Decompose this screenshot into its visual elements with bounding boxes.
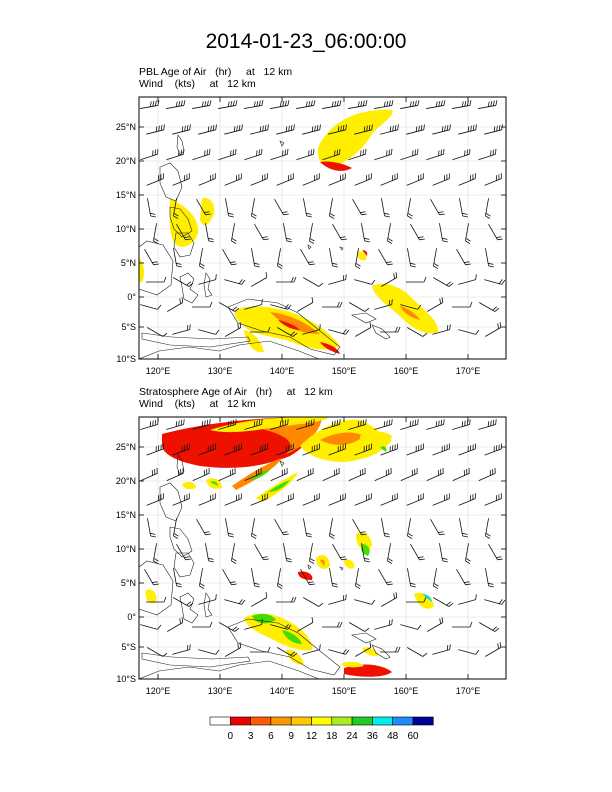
x-tick-label: 170°E — [456, 366, 481, 376]
y-tick-label: 10°N — [116, 224, 136, 234]
x-tick-label: 150°E — [332, 366, 357, 376]
y-tick-label: 10°S — [116, 354, 136, 364]
panel1-wind-barbs — [140, 100, 506, 337]
y-tick-label: 0° — [127, 612, 136, 622]
panel1-axes: 120°E 130°E 140°E 150°E 160°E 170°E 25°N 20°N 15… — [116, 97, 506, 376]
strat-jet-yellow-north — [210, 417, 330, 433]
pbl-age-of-air-map: 120°E 130°E 140°E 150°E 160°E 170°E 25°N 20°N 15… — [116, 96, 507, 376]
colorbar-label: 3 — [248, 731, 254, 742]
x-tick-label: 160°E — [394, 686, 419, 696]
pbl-plume-newguinea-red2 — [320, 342, 340, 354]
strat-plume-ne2 — [360, 431, 392, 449]
colorbar-swatch — [392, 716, 414, 726]
pbl-plume-newguinea-orange — [270, 312, 320, 334]
strat-plume-ne-orange — [320, 432, 364, 445]
pbl-plume-newguinea — [234, 306, 340, 350]
y-tick-label: 15°N — [116, 190, 136, 200]
panel2-label-line1: Stratosphere Age of Air (hr) at 12 km — [139, 386, 333, 398]
pbl-plume-philippines — [169, 198, 199, 247]
strat-streak-1 — [232, 458, 282, 490]
strat-newguinea-green — [252, 613, 276, 624]
y-tick-label: 20°N — [116, 156, 136, 166]
x-tick-label: 150°E — [332, 686, 357, 696]
strat-south1 — [286, 649, 304, 665]
panel1-label-line1: PBL Age of Air (hr) at 12 km — [139, 66, 293, 78]
colorbar: 0 3 6 9 12 18 24 36 48 60 — [209, 716, 434, 742]
colorbar-swatch — [270, 716, 292, 726]
strat-blob-west — [145, 589, 157, 604]
colorbar-swatch — [230, 716, 251, 726]
strat-blob-mid2 — [298, 571, 313, 580]
x-tick-label: 140°E — [270, 686, 295, 696]
colorbar-label: 36 — [367, 731, 379, 742]
y-tick-label: 25°N — [116, 442, 136, 452]
colorbar-label: 18 — [326, 731, 338, 742]
panel2-label-line2: Wind (kts) at 12 km — [139, 398, 256, 410]
panel2-coastlines — [139, 454, 391, 679]
x-tick-label: 130°E — [208, 366, 233, 376]
panel2-shading — [139, 417, 506, 679]
pbl-plume-west-newguinea — [244, 330, 264, 353]
pbl-plume-north-red — [320, 161, 352, 171]
x-tick-label: 120°E — [146, 366, 171, 376]
strat-blob-east — [414, 592, 434, 609]
colorbar-label: 0 — [228, 731, 234, 742]
stratosphere-age-of-air-map: 120°E 130°E 140°E 150°E 160°E 170°E 25°N 20°N 15… — [116, 416, 507, 696]
y-tick-label: 5°S — [121, 322, 136, 332]
colorbar-swatch — [250, 716, 272, 726]
x-tick-label: 130°E — [208, 686, 233, 696]
pbl-plume-philippines-east — [200, 197, 215, 226]
y-tick-label: 5°N — [121, 578, 136, 588]
pbl-plume-west-edge — [139, 258, 145, 282]
x-tick-label: 160°E — [394, 366, 419, 376]
colorbar-swatch — [209, 716, 231, 726]
colorbar-label: 6 — [268, 731, 274, 742]
colorbar-swatch — [351, 716, 373, 726]
pbl-plume-small-red — [362, 250, 368, 256]
strat-blob-mid4 — [344, 559, 355, 569]
colorbar-swatch — [290, 716, 312, 726]
strat-blob-w1 — [182, 481, 196, 490]
page-title: 2014-01-23_06:00:00 — [205, 30, 407, 53]
y-tick-label: 20°N — [116, 476, 136, 486]
colorbar-swatch — [311, 716, 333, 726]
colorbar-swatch — [331, 716, 353, 726]
y-tick-label: 10°N — [116, 544, 136, 554]
panel1-coastlines — [139, 134, 391, 359]
y-tick-label: 0° — [127, 292, 136, 302]
strat-south2 — [344, 664, 392, 677]
strat-streak-2-green — [268, 480, 290, 492]
y-tick-label: 10°S — [116, 674, 136, 684]
panel1-shading — [139, 100, 506, 359]
strat-streak-1-green — [250, 470, 270, 480]
strat-blob-mid1-orange — [320, 559, 325, 566]
x-tick-label: 140°E — [270, 366, 295, 376]
colorbar-label: 60 — [407, 731, 419, 742]
strat-blob-w2-green — [210, 481, 218, 486]
strat-blob-mid3 — [356, 532, 372, 550]
colorbar-label: 24 — [347, 731, 359, 742]
pbl-plume-north — [317, 109, 393, 167]
y-tick-label: 15°N — [116, 510, 136, 520]
x-tick-label: 170°E — [456, 686, 481, 696]
strat-blob-east-cyan — [422, 594, 432, 602]
colorbar-label: 48 — [387, 731, 399, 742]
panel2-wind-barbs — [140, 419, 506, 657]
colorbar-swatch — [372, 716, 393, 726]
colorbar-label: 9 — [288, 731, 294, 742]
colorbar-label: 12 — [306, 731, 318, 742]
pbl-plume-newguinea-red — [278, 320, 300, 330]
y-tick-label: 5°S — [121, 642, 136, 652]
y-tick-label: 5°N — [121, 258, 136, 268]
panel1-label-line2: Wind (kts) at 12 km — [139, 78, 256, 90]
strat-newguinea-green2 — [282, 630, 302, 644]
y-tick-label: 25°N — [116, 122, 136, 132]
panel2-axes: 120°E 130°E 140°E 150°E 160°E 170°E 25°N 20°N 15… — [116, 417, 506, 696]
pbl-plume-small — [356, 251, 367, 261]
strat-south2-yellow — [340, 661, 364, 668]
pbl-plume-east-orange — [400, 306, 420, 320]
colorbar-swatch — [412, 716, 434, 726]
x-tick-label: 120°E — [146, 686, 171, 696]
